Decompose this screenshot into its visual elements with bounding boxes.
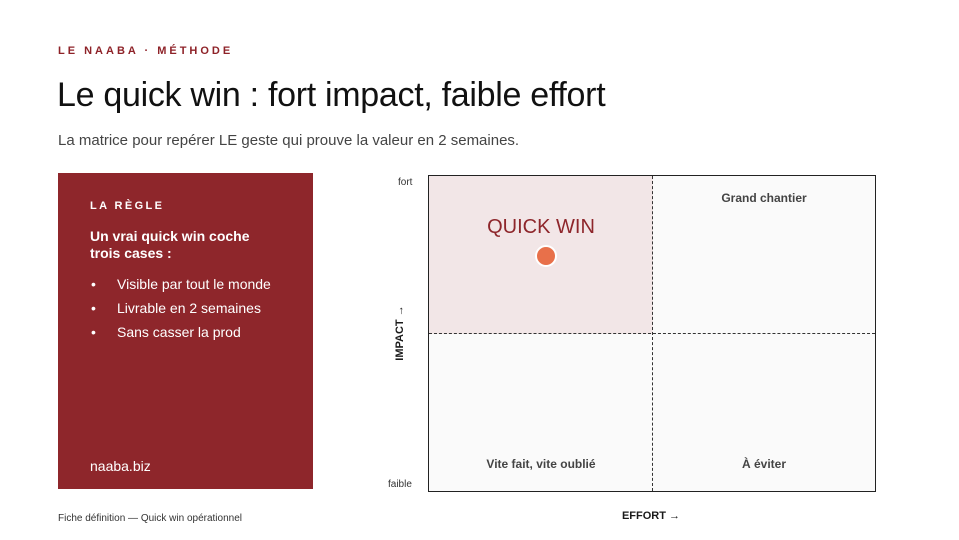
rule-heading: Un vrai quick win coche trois cases : (90, 228, 250, 261)
quadrant-quick-win-label: QUICK WIN (487, 216, 595, 238)
page-title: Le quick win : fort impact, faible effor… (57, 76, 606, 114)
y-axis-low-label: faible (388, 479, 412, 490)
page-subtitle: La matrice pour repérer LE geste qui pro… (58, 132, 520, 149)
footer-note: Fiche définition — Quick win opérationne… (58, 513, 242, 524)
horizontal-divider (429, 333, 875, 334)
quadrant-grand-chantier-label: Grand chantier (721, 191, 807, 205)
impact-effort-matrix: fort faible IMPACT → QUICK WIN Grand cha… (380, 170, 900, 530)
rule-item: Visible par tout le monde (90, 272, 281, 296)
rule-label: LA RÈGLE (90, 200, 165, 212)
matrix-grid: QUICK WIN Grand chantier Vite fait, vite… (428, 175, 876, 492)
rule-item: Sans casser la prod (90, 320, 281, 344)
quick-win-marker (535, 245, 557, 267)
x-axis-label: EFFORT → (621, 510, 681, 522)
quadrant-a-eviter-label: À éviter (741, 457, 787, 471)
quadrant-vite-fait-label: Vite fait, vite oublié (486, 457, 596, 471)
rule-card: LA RÈGLE Un vrai quick win coche trois c… (58, 173, 313, 489)
y-axis-high-label: fort (398, 177, 413, 188)
y-axis-label: IMPACT → (394, 305, 406, 361)
rule-list: Visible par tout le monde Livrable en 2 … (90, 272, 281, 344)
kicker: LE NAABA · MÉTHODE (58, 45, 234, 57)
site-link[interactable]: naaba.biz (90, 458, 151, 474)
rule-item: Livrable en 2 semaines (90, 296, 281, 320)
